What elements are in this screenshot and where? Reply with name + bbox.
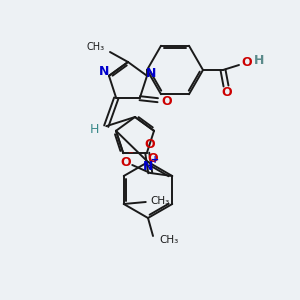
Text: O: O	[161, 95, 172, 108]
Text: H: H	[254, 55, 264, 68]
Text: +: +	[151, 155, 159, 165]
Text: N: N	[143, 160, 153, 173]
Text: CH₃: CH₃	[159, 235, 178, 245]
Text: H: H	[90, 123, 99, 136]
Text: O: O	[144, 137, 154, 151]
Text: O: O	[242, 56, 252, 70]
Text: N: N	[146, 67, 156, 80]
Text: CH₃: CH₃	[150, 196, 170, 206]
Text: ⁻: ⁻	[127, 150, 133, 160]
Text: O: O	[120, 155, 130, 169]
Text: O: O	[222, 86, 232, 100]
Text: O: O	[147, 152, 158, 165]
Text: N: N	[99, 65, 109, 78]
Text: CH₃: CH₃	[87, 42, 105, 52]
